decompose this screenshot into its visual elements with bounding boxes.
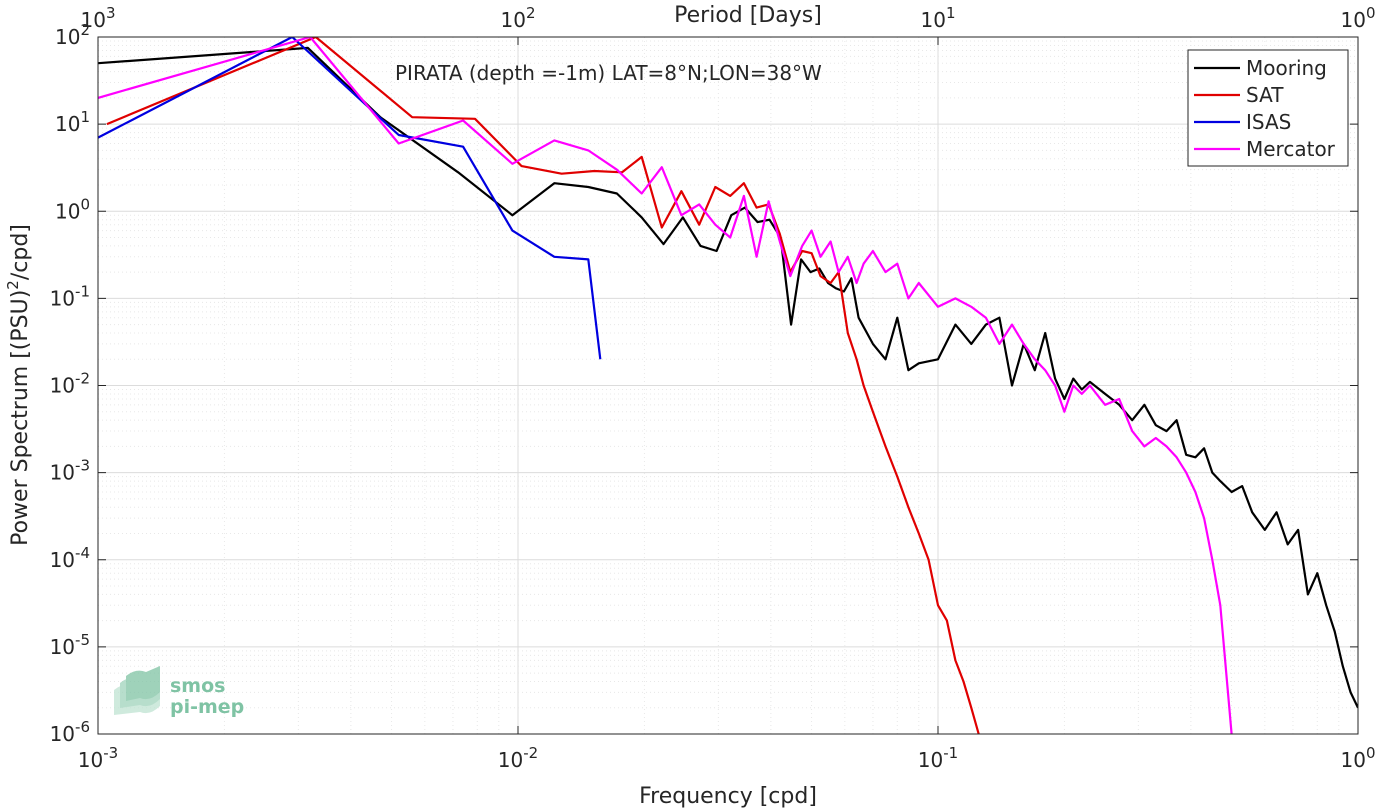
x-tick-label: 10-1 [918, 744, 958, 772]
series-lines [98, 37, 1358, 734]
x-axis-label: Frequency [cpd] [639, 784, 817, 809]
legend-label-isas: ISAS [1246, 110, 1291, 134]
y-tick-label: 10-6 [50, 718, 90, 746]
y-tick-label: 10-4 [50, 544, 90, 572]
series-line-isas [98, 37, 602, 360]
top-tick-label: 102 [501, 4, 536, 32]
series-line-mercator [98, 37, 1233, 734]
legend-label-mooring: Mooring [1246, 56, 1327, 80]
y-axis-label: Power Spectrum [(PSU)2/cpd] [4, 224, 33, 546]
y-tick-label: 101 [55, 108, 90, 136]
top-axis-label: Period [Days] [674, 3, 822, 28]
legend-label-mercator: Mercator [1246, 137, 1336, 161]
top-tick-label: 100 [1341, 4, 1376, 32]
y-tick-label: 10-2 [50, 370, 90, 398]
x-tick-label: 10-2 [498, 744, 538, 772]
x-tick-label: 10-3 [78, 744, 118, 772]
y-tick-label: 102 [55, 21, 90, 49]
legend: Mooring SAT ISAS Mercator [1187, 49, 1349, 167]
series-line-mooring [98, 46, 1358, 709]
x-tick-label: 100 [1341, 744, 1376, 772]
legend-label-sat: SAT [1246, 83, 1284, 107]
chart-title: PIRATA (depth =-1m) LAT=8°N;LON=38°W [395, 61, 822, 85]
watermark-line1: smos [170, 675, 225, 697]
y-tick-label: 10-3 [50, 457, 90, 485]
y-tick-label: 10-5 [50, 631, 90, 659]
top-tick-label: 101 [921, 4, 956, 32]
smos-logo-icon [114, 666, 160, 715]
smos-pimep-watermark: smos pi-mep [114, 666, 244, 718]
watermark-line2: pi-mep [170, 696, 244, 718]
y-tick-label: 100 [55, 195, 90, 223]
grid [97, 37, 1358, 735]
top-tick-label: 103 [81, 4, 116, 32]
y-tick-label: 10-1 [50, 282, 90, 310]
series-line-sat [106, 37, 980, 734]
legend-box [1187, 49, 1349, 167]
